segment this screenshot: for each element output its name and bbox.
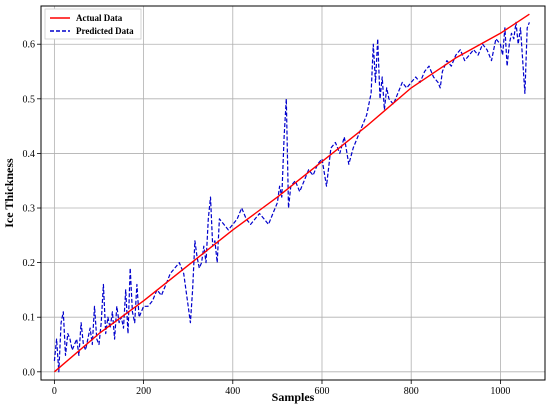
legend-label-actual-data: Actual Data — [76, 13, 123, 23]
y-tick-label: 0.2 — [23, 258, 36, 269]
y-tick-label: 0.0 — [23, 367, 36, 378]
y-tick-label: 0.1 — [23, 313, 36, 324]
x-tick-label: 0 — [52, 386, 57, 397]
y-tick-label: 0.4 — [23, 149, 36, 160]
series-line-predicted-data — [53, 21, 530, 373]
legend-label-predicted-data: Predicted Data — [76, 26, 134, 36]
series-layer — [53, 13, 530, 373]
series-line-actual-data — [53, 13, 530, 373]
y-tick-label: 0.5 — [23, 94, 36, 105]
y-tick-label: 0.3 — [23, 204, 36, 215]
legend: Actual Data Predicted Data — [44, 8, 142, 40]
ticks: 0 200 400 600 800 1000 0.0 0.1 0.2 0.3 0.4 0.5 0.6 — [23, 40, 511, 397]
x-tick-label: 400 — [225, 386, 240, 397]
x-axis-label: Samples — [272, 390, 315, 404]
x-tick-label: 1000 — [490, 386, 510, 397]
y-tick-label: 0.6 — [23, 40, 36, 51]
legend-box — [44, 8, 142, 40]
x-tick-label: 800 — [404, 386, 419, 397]
plot-frame — [40, 5, 546, 381]
grid — [41, 6, 545, 380]
x-tick-label: 600 — [314, 386, 329, 397]
y-axis-label: Ice Thickness — [2, 158, 16, 228]
x-tick-label: 200 — [136, 386, 151, 397]
